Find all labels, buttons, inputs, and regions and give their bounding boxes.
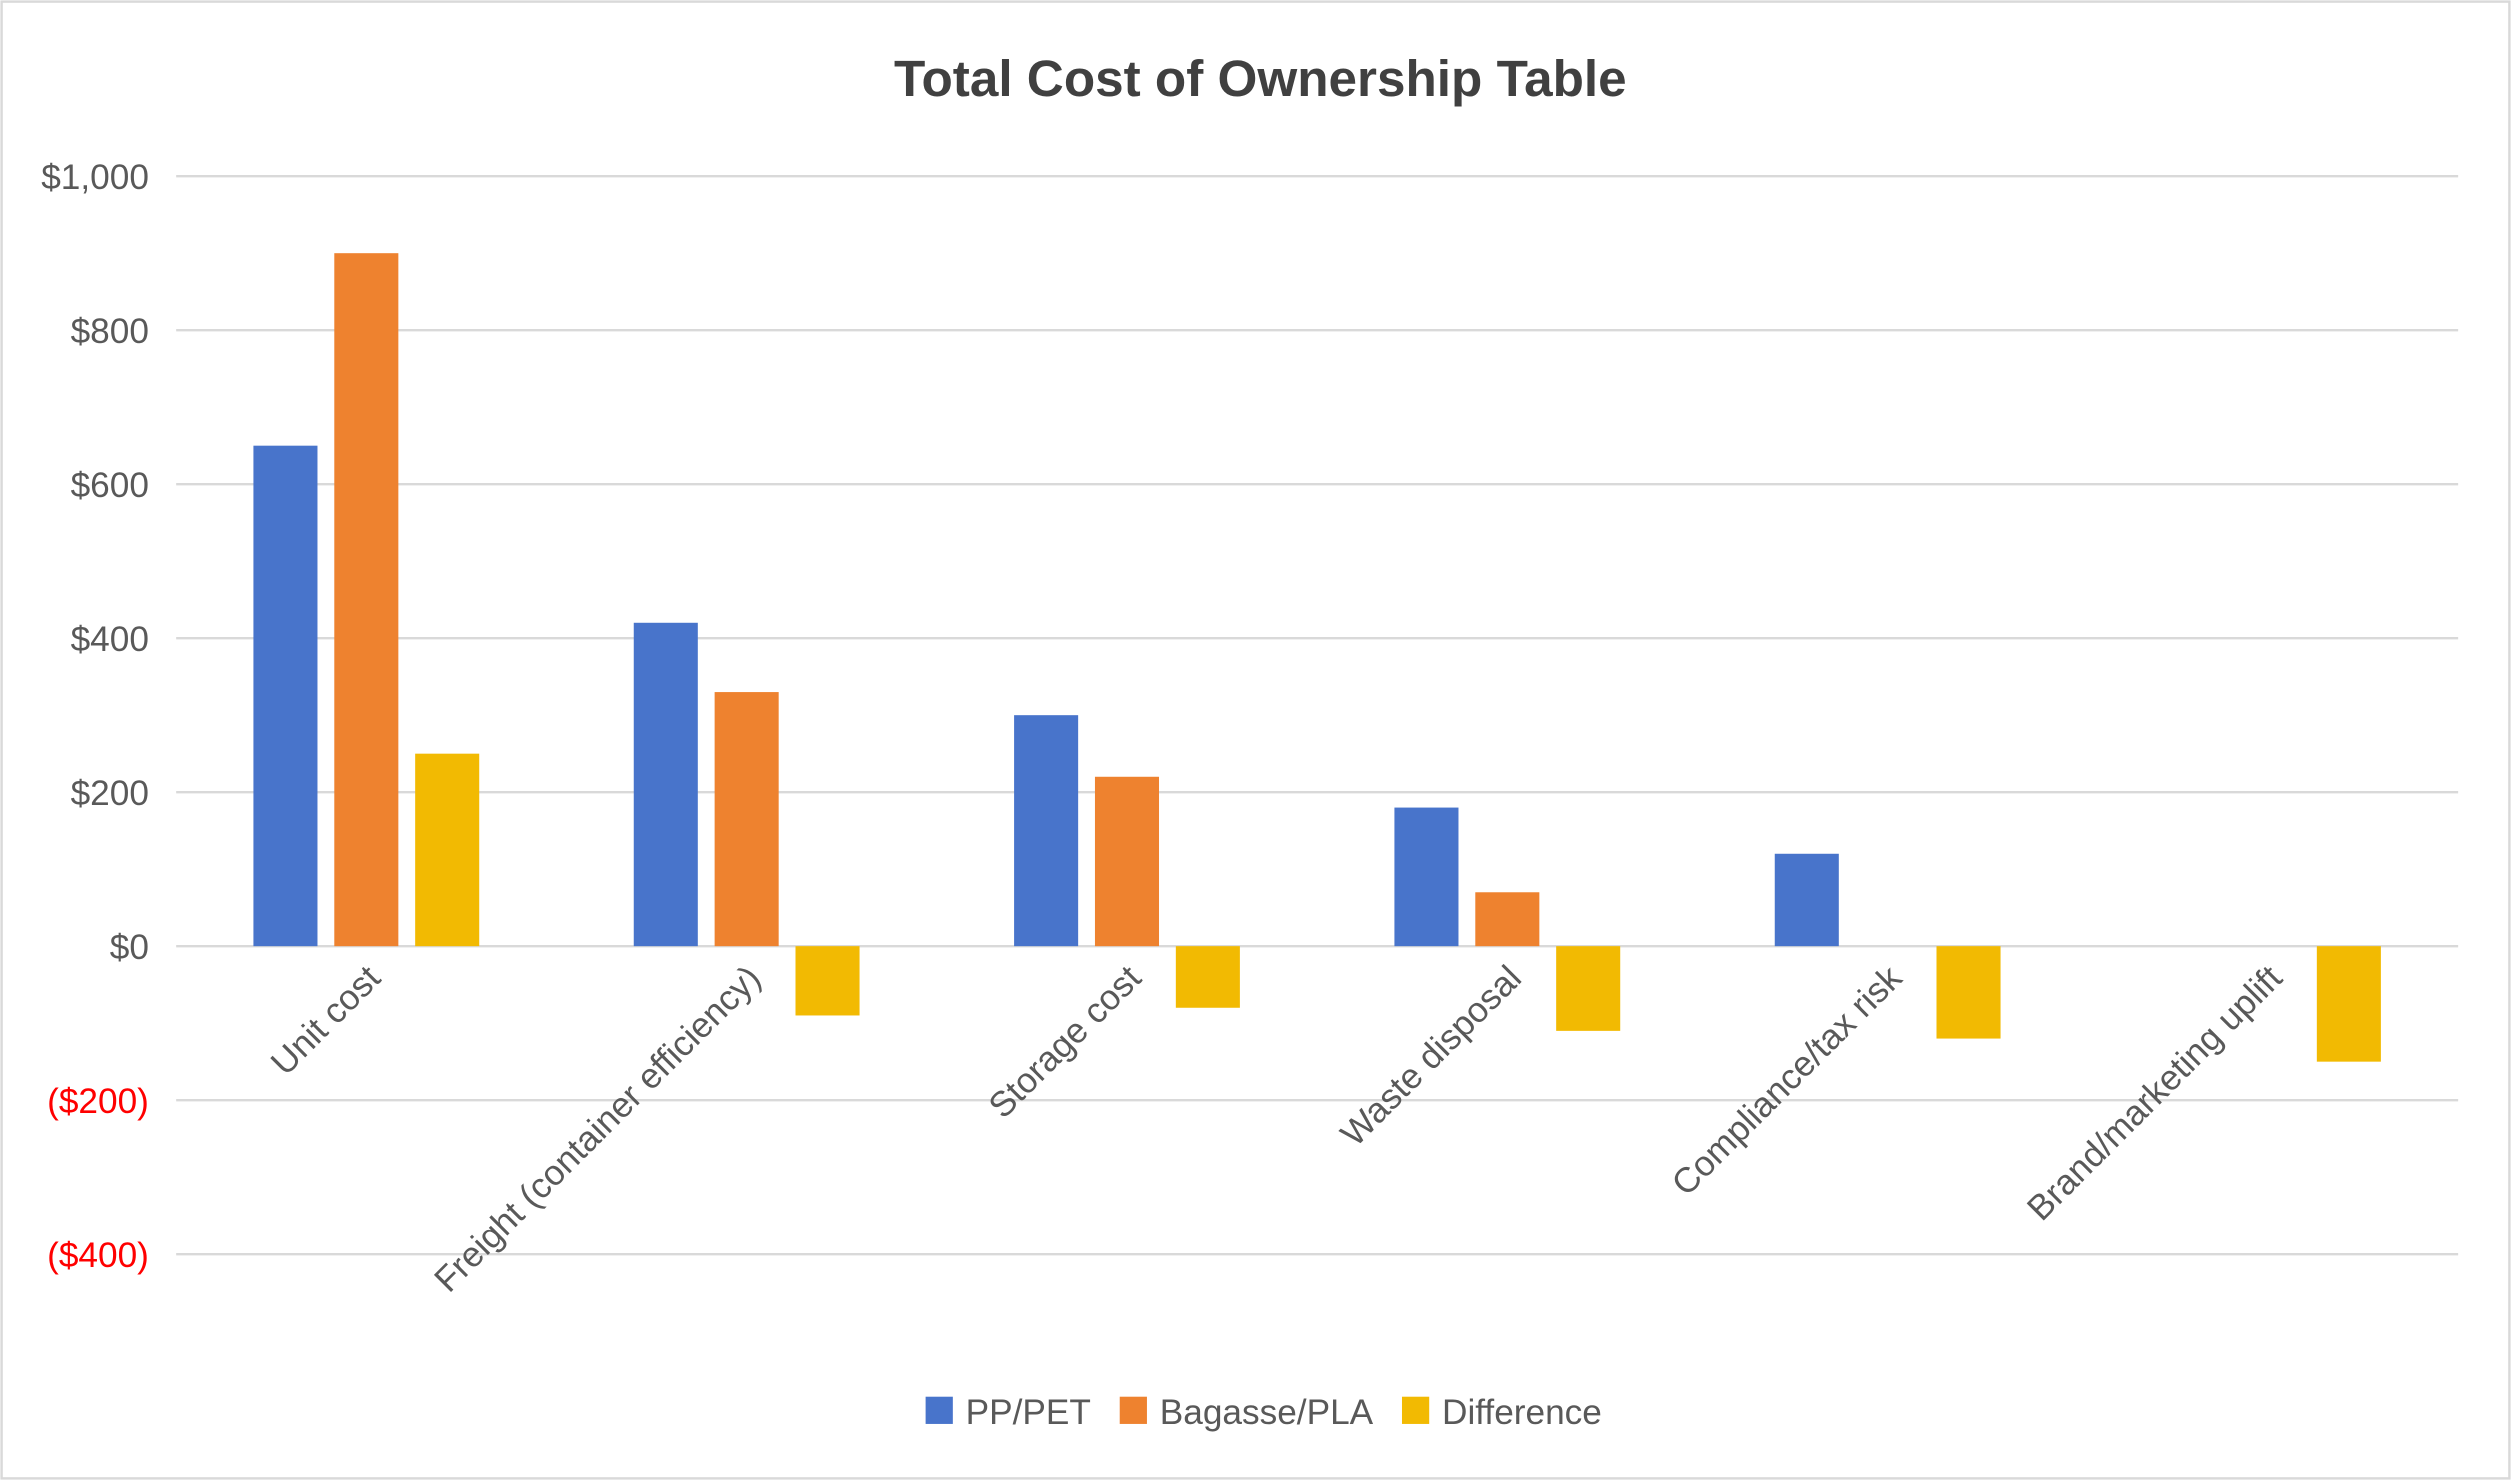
- y-tick-label: $400: [71, 620, 149, 659]
- y-tick-label: $0: [110, 928, 149, 967]
- legend-swatch: [1119, 1396, 1147, 1424]
- y-tick-label: $1,000: [41, 158, 149, 197]
- y-tick-label: ($200): [47, 1082, 149, 1121]
- bar-bagasse-pla: [1094, 776, 1160, 947]
- y-tick-label: ($400): [47, 1236, 149, 1275]
- bar-pp-pet: [1774, 853, 1839, 947]
- bar-difference: [415, 753, 480, 947]
- bar-bagasse-pla: [334, 253, 399, 947]
- y-tick-label: $200: [71, 774, 149, 813]
- legend-label: Bagasse/PLA: [1160, 1393, 1374, 1432]
- bar-difference: [1175, 946, 1240, 1008]
- bar-difference: [1556, 946, 1621, 1031]
- legend-swatch: [925, 1396, 953, 1424]
- y-tick-label: $600: [71, 466, 149, 505]
- chart-title: Total Cost of Ownership Table: [894, 50, 1627, 107]
- bar-pp-pet: [1394, 807, 1459, 947]
- bar-difference: [1936, 946, 2001, 1039]
- bar-bagasse-pla: [1475, 892, 1540, 947]
- bar-bagasse-pla: [714, 692, 779, 947]
- legend-swatch: [1401, 1396, 1430, 1424]
- bar-pp-pet: [253, 445, 318, 947]
- y-tick-label: $800: [71, 312, 149, 351]
- bar-pp-pet: [633, 622, 698, 947]
- legend-label: PP/PET: [966, 1393, 1091, 1432]
- legend-label: Difference: [1442, 1393, 1602, 1432]
- bar-difference: [795, 946, 860, 1016]
- bar-difference: [2316, 946, 2381, 1062]
- bar-pp-pet: [1014, 715, 1079, 947]
